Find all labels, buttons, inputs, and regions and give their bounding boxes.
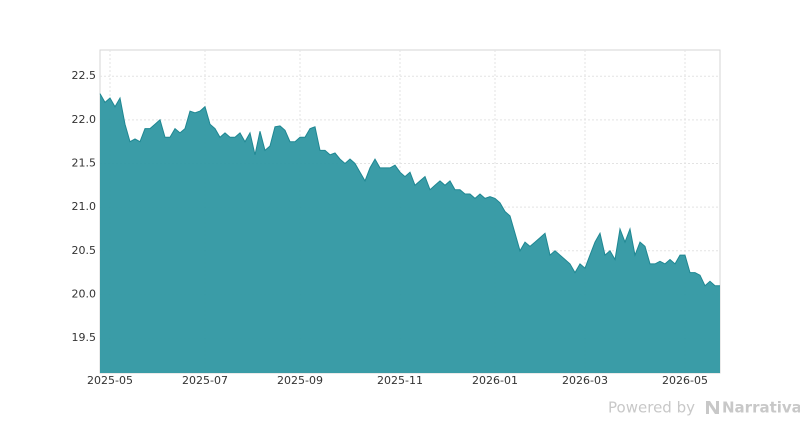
area — [100, 93, 720, 373]
y-tick-label: 19.5 — [72, 331, 97, 344]
y-tick-label: 20.5 — [72, 244, 97, 257]
x-tick-label: 2025-09 — [277, 374, 323, 387]
labels: 19.5 20.0 20.5 21.0 21.5 22.0 22.5 2025-05 2025-… — [72, 69, 708, 387]
credit-prefix: Powered by — [608, 399, 695, 417]
y-tick-label: 22.0 — [72, 113, 97, 126]
brand-logo — [706, 401, 719, 414]
area-line — [99, 93, 720, 287]
y-tick-label: 21.0 — [72, 200, 97, 213]
y-tick-label: 21.5 — [72, 156, 97, 169]
credit-brand: Narrativa — [722, 399, 800, 417]
x-tick-label: 2025-07 — [182, 374, 228, 387]
x-tick-label: 2026-03 — [562, 374, 608, 387]
y-tick-label: 20.0 — [72, 287, 97, 300]
x-tick-label: 2026-01 — [472, 374, 518, 387]
x-tick-label: 2025-05 — [87, 374, 133, 387]
x-tick-label: 2026-05 — [662, 374, 708, 387]
y-tick-label: 22.5 — [72, 69, 97, 82]
marks — [99, 93, 720, 373]
x-tick-label: 2025-11 — [377, 374, 423, 387]
